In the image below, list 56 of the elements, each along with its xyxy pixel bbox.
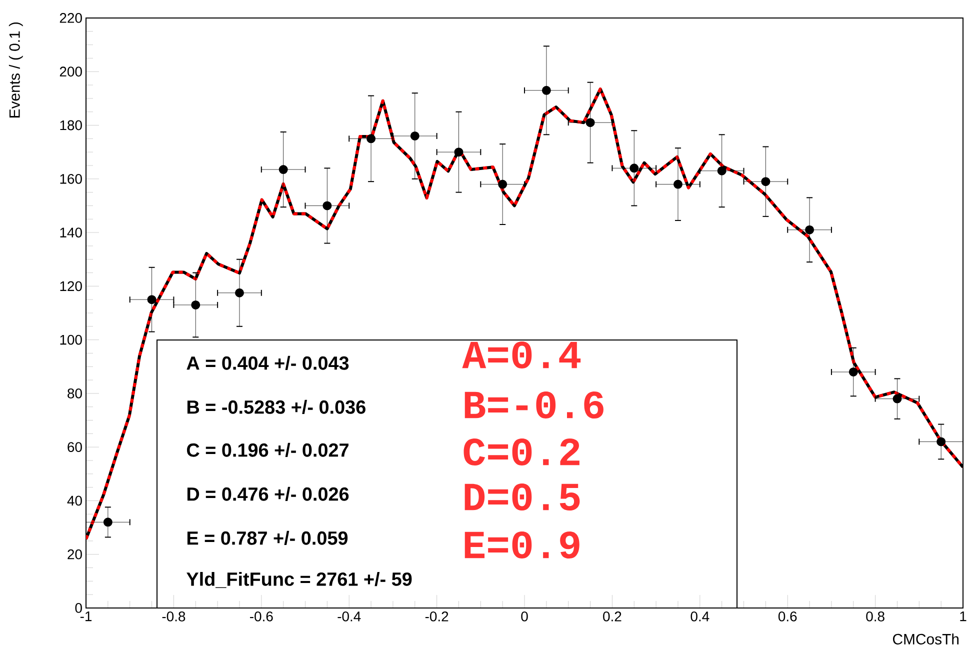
annotation: E=0.9 — [464, 531, 580, 559]
x-tick-label: 0.2 — [603, 611, 622, 622]
point — [717, 166, 726, 176]
y-tick-label: 220 — [60, 13, 82, 23]
x-tick-label: -0.8 — [162, 611, 186, 622]
point — [103, 518, 112, 527]
point — [673, 180, 682, 189]
point — [366, 134, 376, 144]
y-axis-title: Events / ( 0.1 ) — [8, 22, 23, 118]
x-tick-label: 1 — [960, 612, 966, 622]
y-tick-label: 0 — [75, 603, 82, 613]
annotation: A = 0.404 +/- 0.043 — [186, 356, 349, 370]
y-tick-label: 100 — [60, 334, 82, 345]
y-tick-label: 20 — [68, 549, 82, 560]
annotation: A=0.4 — [462, 341, 581, 369]
point — [805, 225, 814, 234]
x-axis-title: CMCosTh — [893, 634, 959, 644]
point — [322, 201, 332, 210]
y-tick-label: 180 — [60, 120, 82, 130]
y-tick-label: 160 — [60, 174, 82, 184]
point — [191, 300, 200, 310]
point — [761, 177, 770, 186]
annotation: E = 0.787 +/- 0.059 — [187, 530, 348, 546]
point — [586, 118, 595, 128]
annotation: C = 0.196 +/- 0.027 — [186, 442, 348, 458]
point — [542, 86, 551, 95]
annotation: D = 0.476 +/- 0.026 — [187, 486, 349, 502]
x-tick-label: -0.2 — [425, 611, 448, 622]
point — [278, 165, 288, 174]
y-tick-label: 140 — [60, 228, 82, 238]
point — [892, 394, 902, 404]
y-tick-label: 200 — [60, 66, 82, 77]
y-tick-label: 60 — [68, 442, 82, 452]
x-tick-label: 0.8 — [866, 611, 884, 622]
annotation: C=0.2 — [464, 438, 580, 466]
point — [410, 131, 420, 140]
x-tick-label: -0.4 — [338, 611, 361, 622]
point — [848, 367, 858, 376]
point — [498, 180, 508, 189]
point — [936, 437, 946, 446]
y-tick-label: 120 — [60, 281, 82, 292]
annotation: Yld_FitFunc = 2761 +/- 59 — [186, 572, 412, 588]
y-tick-label: 80 — [68, 388, 82, 398]
y-tick-label: 40 — [67, 496, 82, 506]
annotation: D=0.5 — [464, 483, 580, 511]
point — [630, 164, 639, 173]
x-tick-label: 0.4 — [690, 611, 710, 622]
x-tick-label: 0 — [521, 611, 528, 622]
annotation: B=-0.6 — [464, 391, 604, 419]
x-tick-label: 0.6 — [778, 611, 797, 622]
x-tick-label: -0.6 — [250, 611, 273, 622]
point — [454, 148, 464, 157]
point — [234, 288, 244, 298]
annotation: B = -0.5283 +/- 0.036 — [187, 400, 366, 414]
x-tick-label: -1 — [80, 612, 92, 622]
point — [147, 295, 156, 304]
